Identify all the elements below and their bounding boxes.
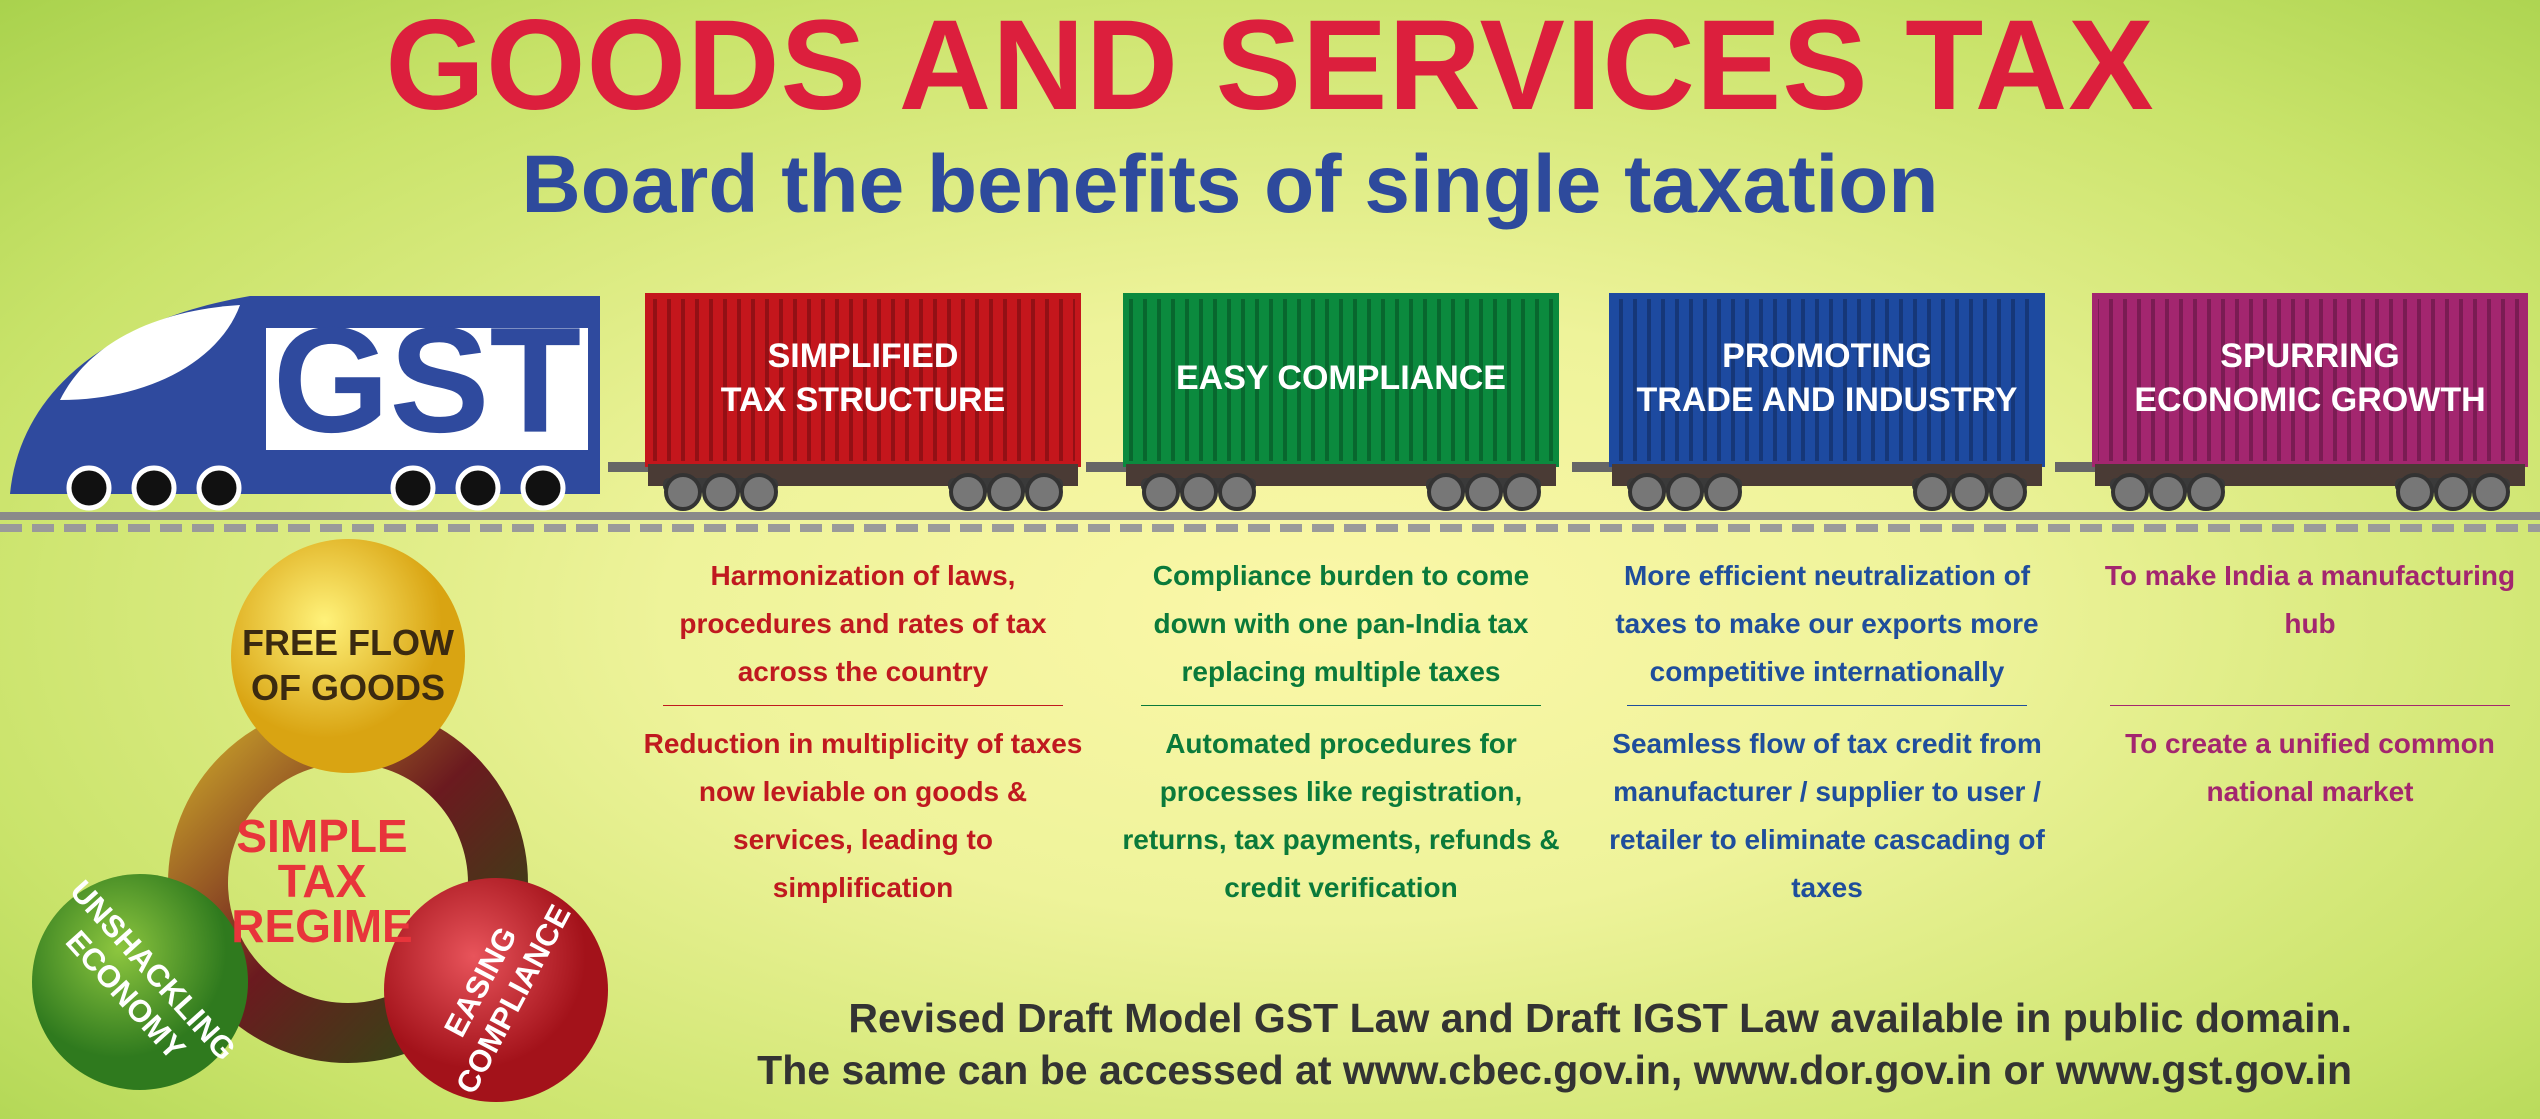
coupler: [608, 462, 648, 472]
wagon-title: PROMOTING TRADE AND INDUSTRY: [1637, 337, 2018, 419]
wagon-title: SPURRING ECONOMIC GROWTH: [2134, 337, 2485, 419]
wheel: [2149, 473, 2187, 511]
container: [1123, 293, 1559, 467]
regime-center: SIMPLE TAX REGIME: [231, 810, 412, 952]
title: GOODS AND SERVICES TAX: [385, 0, 2155, 137]
container: [645, 293, 1081, 467]
coupler: [1086, 462, 1126, 472]
wagon: EASY COMPLIANCE: [1086, 293, 1559, 511]
regime-goods: FREE FLOW OF GOODS: [242, 622, 454, 708]
benefit-point: To create a unified common national mark…: [2125, 728, 2495, 807]
container: [2092, 293, 2528, 467]
wheel: [1218, 473, 1256, 511]
wheel: [1989, 473, 2027, 511]
engine: GST: [10, 296, 600, 511]
separator: [663, 705, 1063, 706]
benefit-column: To make India a manufacturing hub To crea…: [2090, 552, 2530, 816]
wheel: [1503, 473, 1541, 511]
separator: [1141, 705, 1541, 706]
wheel: [1427, 473, 1465, 511]
wheel: [2111, 473, 2149, 511]
wagon-title: SIMPLIFIED TAX STRUCTURE: [721, 337, 1006, 419]
wheel: [1704, 473, 1742, 511]
wheel: [1913, 473, 1951, 511]
subtitle: Board the benefits of single taxation: [521, 139, 1939, 230]
wagon: SIMPLIFIED TAX STRUCTURE: [608, 293, 1081, 511]
engine-label: GST: [273, 296, 581, 464]
wheel: [1025, 473, 1063, 511]
benefit-point: More efficient neutralization of taxes t…: [1615, 560, 2039, 687]
wagon-title: EASY COMPLIANCE: [1176, 359, 1506, 397]
coupler: [1572, 462, 1612, 472]
wheel: [1951, 473, 1989, 511]
benefit-point: Harmonization of laws, procedures and ra…: [679, 560, 1047, 687]
benefit-column: Harmonization of laws, procedures and ra…: [643, 552, 1083, 912]
container: [1609, 293, 2045, 467]
wheel: [1465, 473, 1503, 511]
separator: [1627, 705, 2027, 706]
wheel: [2472, 473, 2510, 511]
wagons: SIMPLIFIED TAX STRUCTURE EASY COMPLIANCE PR…: [608, 293, 2528, 511]
rail: [0, 512, 2540, 532]
wheel: [1628, 473, 1666, 511]
wheel: [1142, 473, 1180, 511]
wagon: SPURRING ECONOMIC GROWTH: [2055, 293, 2528, 511]
footer-line: The same can be accessed at www.cbec.gov…: [757, 1047, 2352, 1093]
wheel: [949, 473, 987, 511]
wheel: [2434, 473, 2472, 511]
benefit-point: Reduction in multiplicity of taxes now l…: [643, 728, 1083, 903]
wagon: PROMOTING TRADE AND INDUSTRY: [1572, 293, 2045, 511]
separator: [2110, 705, 2510, 706]
benefit-point: Automated procedures for processes like …: [1122, 728, 1560, 903]
wheel: [987, 473, 1025, 511]
coupler: [2055, 462, 2095, 472]
benefit-point: To make India a manufacturing hub: [2104, 560, 2516, 639]
wheel: [702, 473, 740, 511]
benefit-point: Compliance burden to come down with one …: [1152, 560, 1530, 687]
wheel: [2187, 473, 2225, 511]
benefit-column: Compliance burden to come down with one …: [1121, 552, 1561, 912]
wheel: [2396, 473, 2434, 511]
wheel: [740, 473, 778, 511]
benefit-column: More efficient neutralization of taxes t…: [1607, 552, 2047, 912]
benefit-point: Seamless flow of tax credit from manufac…: [1609, 728, 2045, 903]
wheel: [1180, 473, 1218, 511]
wheel: [1666, 473, 1704, 511]
footer-line: Revised Draft Model GST Law and Draft IG…: [848, 995, 2352, 1041]
regime-diagram: SIMPLE TAX REGIME FREE FLOW OF GOODS UNSHAC…: [32, 539, 608, 1102]
wheel: [664, 473, 702, 511]
